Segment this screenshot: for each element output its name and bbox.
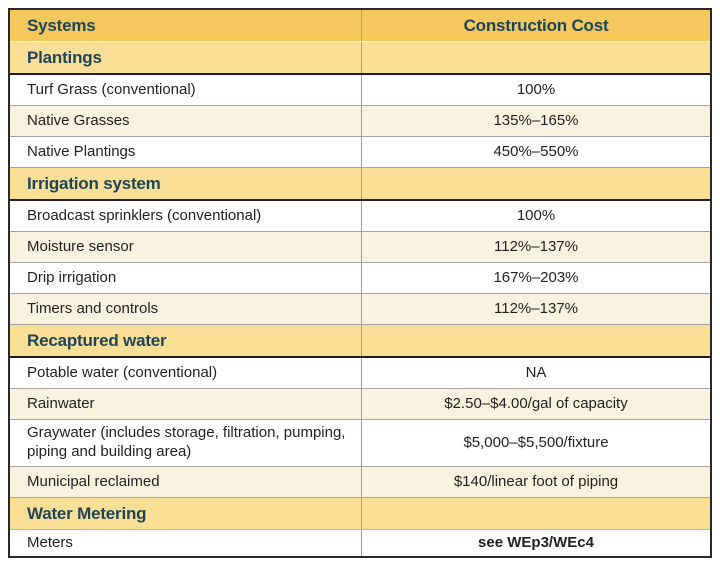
- section-title-spacer: [362, 498, 710, 529]
- table-row: Municipal reclaimed $140/linear foot of …: [10, 467, 710, 498]
- cost-cell: see WEp3/WEc4: [478, 533, 594, 551]
- cost-cell: $140/linear foot of piping: [453, 472, 619, 490]
- cost-cell: NA: [525, 363, 547, 381]
- system-cell: Rainwater: [10, 389, 362, 419]
- cost-cell: 112%–137%: [494, 299, 578, 317]
- section-title-spacer: [362, 168, 710, 199]
- section-row-recaptured-water: Recaptured water: [10, 325, 710, 358]
- table-row: Meters see WEp3/WEc4: [10, 530, 710, 556]
- table-row: Native Plantings 450%–550%: [10, 137, 710, 168]
- system-cell: Moisture sensor: [10, 232, 362, 262]
- column-header-systems: Systems: [10, 10, 362, 41]
- system-cell: Potable water (conventional): [10, 358, 362, 388]
- section-title-spacer: [362, 325, 710, 356]
- section-title: Water Metering: [10, 498, 362, 529]
- table-header-row: Systems Construction Cost: [10, 10, 710, 42]
- construction-cost-table: Systems Construction Cost Plantings Turf…: [8, 8, 712, 558]
- table-row: Moisture sensor 112%–137%: [10, 232, 710, 263]
- system-cell: Broadcast sprinklers (conventional): [10, 201, 362, 231]
- table-row: Native Grasses 135%–165%: [10, 106, 710, 137]
- cost-cell: $5,000–$5,500/fixture: [463, 433, 609, 451]
- system-cell: Drip irrigation: [10, 263, 362, 293]
- cost-cell: 450%–550%: [493, 142, 579, 160]
- section-row-water-metering: Water Metering: [10, 498, 710, 530]
- table-row: Rainwater $2.50–$4.00/gal of capacity: [10, 389, 710, 420]
- section-title: Recaptured water: [10, 325, 362, 356]
- table-row: Drip irrigation 167%–203%: [10, 263, 710, 294]
- cost-cell: $2.50–$4.00/gal of capacity: [444, 394, 628, 412]
- table-row: Timers and controls 112%–137%: [10, 294, 710, 325]
- table-row: Turf Grass (conventional) 100%: [10, 75, 710, 106]
- section-title-spacer: [362, 42, 710, 73]
- cost-cell: 135%–165%: [493, 111, 579, 129]
- system-cell: Native Plantings: [10, 137, 362, 167]
- cost-cell: 100%: [516, 206, 556, 224]
- system-cell: Municipal reclaimed: [10, 467, 362, 497]
- system-cell: Graywater (includes storage, filtration,…: [10, 420, 362, 466]
- section-title: Irrigation system: [10, 168, 362, 199]
- cost-cell: 167%–203%: [493, 268, 579, 286]
- cost-cell: 112%–137%: [494, 237, 578, 255]
- section-title: Plantings: [10, 42, 362, 73]
- section-row-irrigation-system: Irrigation system: [10, 168, 710, 201]
- table-row: Broadcast sprinklers (conventional) 100%: [10, 201, 710, 232]
- system-cell: Native Grasses: [10, 106, 362, 136]
- cost-cell: 100%: [516, 80, 556, 98]
- system-cell: Timers and controls: [10, 294, 362, 324]
- column-header-construction-cost: Construction Cost: [463, 15, 609, 35]
- table-row: Graywater (includes storage, filtration,…: [10, 420, 710, 467]
- section-row-plantings: Plantings: [10, 42, 710, 75]
- table-row: Potable water (conventional) NA: [10, 358, 710, 389]
- system-cell: Turf Grass (conventional): [10, 75, 362, 105]
- system-cell: Meters: [10, 530, 362, 556]
